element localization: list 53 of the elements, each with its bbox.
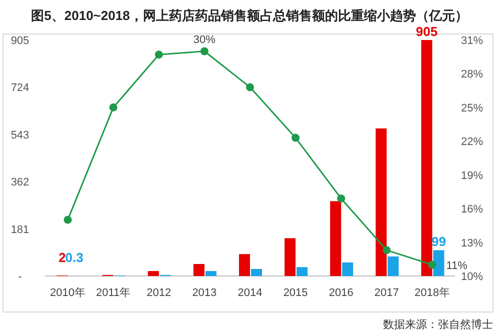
bar [251, 268, 262, 276]
bar [239, 254, 250, 276]
y-tick-label: 724 [10, 82, 30, 94]
bar [284, 238, 296, 276]
bar [342, 262, 354, 276]
y2-tick-label: 19% [460, 170, 484, 182]
x-tick-label: 2010年 [50, 287, 86, 299]
chart-title: 图5、2010~2018，网上药店药品销售额占总销售额的比重缩小趋势（亿元） [31, 8, 468, 23]
bar [376, 128, 387, 276]
y-tick-label: 362 [10, 176, 30, 189]
y-tick-label: 543 [10, 129, 30, 142]
bar [388, 256, 399, 276]
data-label: 2 [58, 250, 66, 265]
point [428, 260, 436, 269]
y2-tick-label: 22% [460, 136, 484, 148]
source-note: 数据来源：张自然博士 [383, 318, 493, 331]
point [246, 83, 254, 92]
x-tick-label: 2013 [192, 287, 217, 299]
data-label: 0.3 [65, 250, 84, 265]
y2-tick-label: 13% [460, 237, 484, 250]
bar [148, 271, 159, 276]
x-tick-label: 2012 [146, 287, 172, 299]
y-tick-label: 905 [10, 35, 30, 47]
bar [433, 250, 444, 276]
bar [296, 267, 308, 276]
y2-tick-label: 28% [460, 68, 484, 81]
point [64, 216, 72, 224]
x-tick-label: 2018年 [414, 287, 450, 299]
data-label: 99 [431, 234, 446, 250]
x-tick-label: 2016 [328, 287, 354, 299]
y-tick-label: 181 [10, 224, 30, 236]
data-label: 905 [416, 24, 438, 39]
data-label: 30% [193, 34, 216, 46]
x-tick-label: 2014 [238, 287, 262, 299]
bar [193, 264, 204, 276]
point [382, 246, 391, 254]
x-tick-label: 2011年 [96, 287, 131, 299]
point [154, 50, 163, 59]
y2-tick-label: 16% [460, 204, 484, 216]
point [109, 103, 118, 112]
x-tick-label: 2015 [283, 287, 308, 299]
point [337, 194, 346, 202]
point [292, 134, 300, 142]
data-label: 11% [446, 260, 468, 272]
point [200, 47, 208, 56]
x-tick-label: 2017 [374, 287, 399, 299]
bar [330, 201, 342, 276]
y2-tick-label: 31% [460, 35, 484, 47]
bar [205, 271, 216, 276]
bar [421, 40, 432, 276]
y-tick-label: - [18, 271, 22, 283]
y2-tick-label: 10% [460, 271, 484, 283]
y2-tick-label: 25% [460, 102, 484, 114]
